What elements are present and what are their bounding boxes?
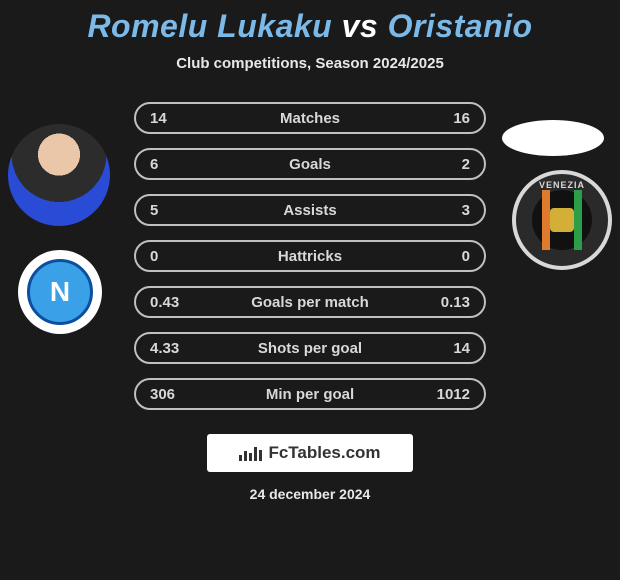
stat-row-hattricks: 0 Hattricks 0 bbox=[134, 240, 486, 272]
venezia-badge-label: VENEZIA bbox=[516, 180, 608, 190]
stat-row-goals: 6 Goals 2 bbox=[134, 148, 486, 180]
stat-label: Goals per match bbox=[200, 294, 420, 311]
stat-right: 16 bbox=[420, 110, 470, 127]
stat-label: Assists bbox=[200, 202, 420, 219]
napoli-badge bbox=[18, 250, 102, 334]
stat-right: 1012 bbox=[420, 386, 470, 403]
stat-left: 4.33 bbox=[150, 340, 200, 357]
venezia-badge: VENEZIA bbox=[512, 170, 612, 270]
stat-right: 3 bbox=[420, 202, 470, 219]
date-text: 24 december 2024 bbox=[0, 486, 620, 502]
stat-right: 14 bbox=[420, 340, 470, 357]
stat-right: 0.13 bbox=[420, 294, 470, 311]
stat-left: 14 bbox=[150, 110, 200, 127]
stat-label: Shots per goal bbox=[200, 340, 420, 357]
stat-label: Hattricks bbox=[200, 248, 420, 265]
stat-label: Matches bbox=[200, 110, 420, 127]
brand-text: FcTables.com bbox=[268, 443, 380, 463]
stat-row-spg: 4.33 Shots per goal 14 bbox=[134, 332, 486, 364]
stat-row-gpm: 0.43 Goals per match 0.13 bbox=[134, 286, 486, 318]
stat-left: 306 bbox=[150, 386, 200, 403]
stat-row-assists: 5 Assists 3 bbox=[134, 194, 486, 226]
stat-left: 0.43 bbox=[150, 294, 200, 311]
player1-avatar bbox=[8, 124, 110, 226]
stat-label: Min per goal bbox=[200, 386, 420, 403]
vs-text: vs bbox=[342, 8, 379, 44]
bars-icon bbox=[239, 445, 262, 461]
player2-avatar bbox=[502, 120, 604, 156]
player1-name: Romelu Lukaku bbox=[87, 8, 332, 44]
stat-right: 2 bbox=[420, 156, 470, 173]
stat-left: 6 bbox=[150, 156, 200, 173]
stat-row-matches: 14 Matches 16 bbox=[134, 102, 486, 134]
stat-label: Goals bbox=[200, 156, 420, 173]
subtitle: Club competitions, Season 2024/2025 bbox=[0, 55, 620, 72]
stat-right: 0 bbox=[420, 248, 470, 265]
player2-name: Oristanio bbox=[388, 8, 533, 44]
stat-left: 5 bbox=[150, 202, 200, 219]
fctables-logo: FcTables.com bbox=[207, 434, 413, 472]
stat-row-mpg: 306 Min per goal 1012 bbox=[134, 378, 486, 410]
stat-left: 0 bbox=[150, 248, 200, 265]
comparison-title: Romelu Lukaku vs Oristanio bbox=[0, 0, 620, 45]
